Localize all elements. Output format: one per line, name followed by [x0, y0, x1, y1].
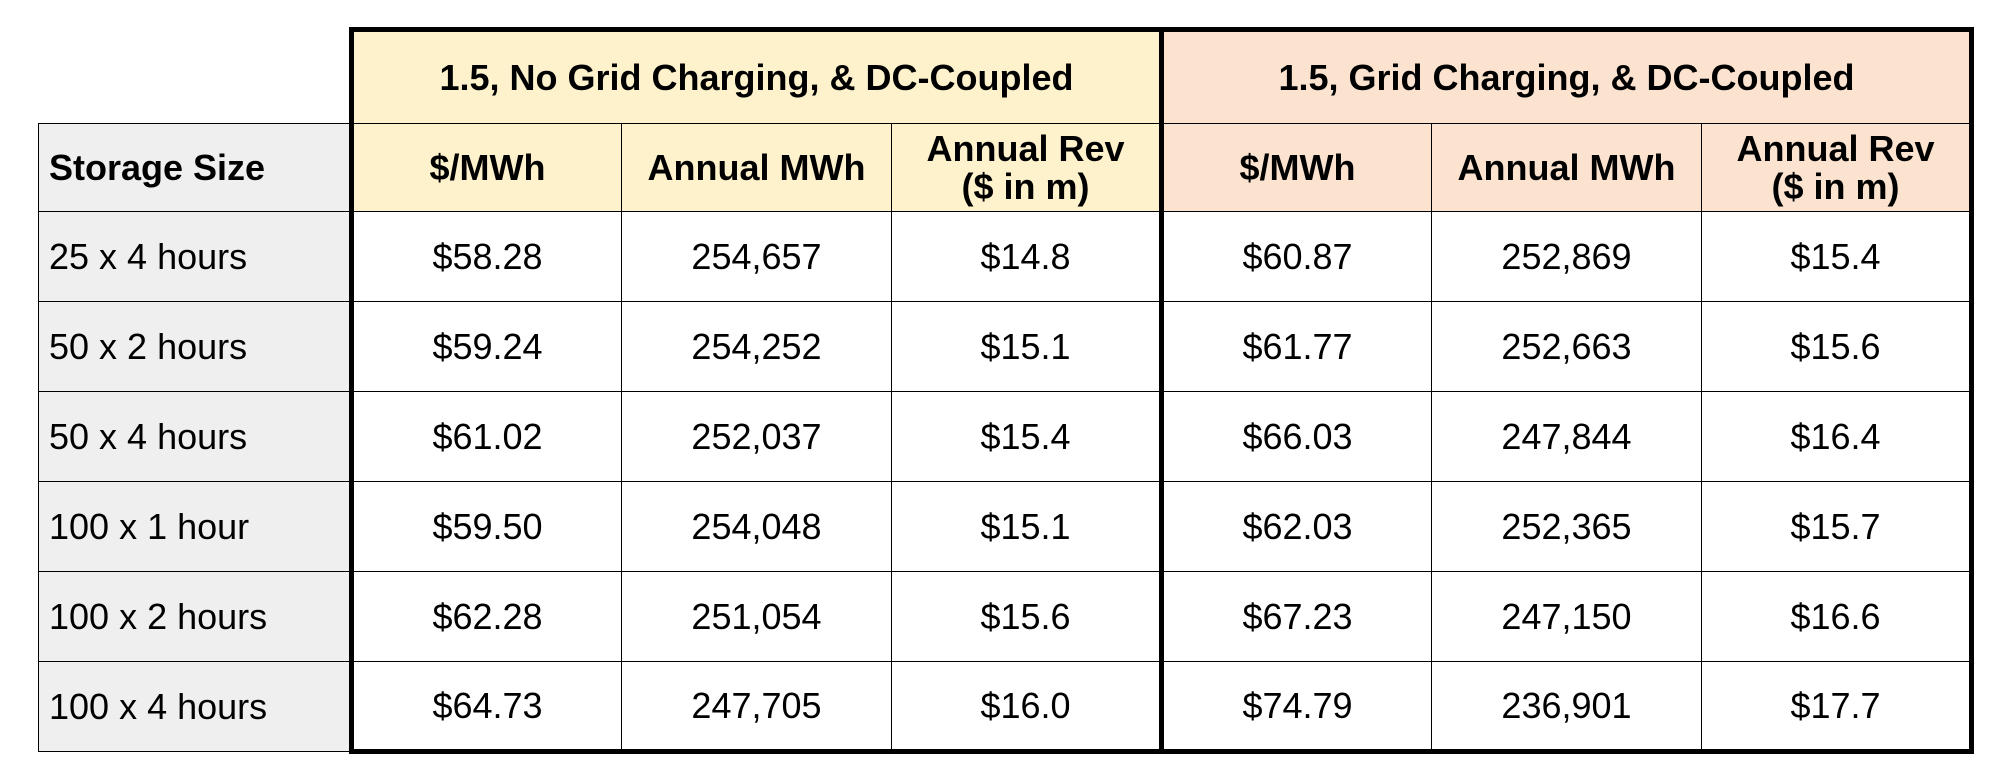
storage-size-cell: 100 x 4 hours — [38, 661, 352, 752]
price-cell: $74.79 — [1159, 661, 1432, 754]
annual-mwh-cell: 251,054 — [621, 571, 892, 662]
annual-mwh-cell: 252,037 — [621, 391, 892, 482]
column-header-price: $/MWh — [1159, 123, 1432, 212]
annual-rev-cell: $17.7 — [1701, 661, 1974, 754]
column-header-price-label: $/MWh — [1239, 146, 1356, 188]
annual-rev-cell: $16.4 — [1701, 391, 1974, 482]
column-header-annual-rev-line2: ($ in m) — [961, 165, 1090, 207]
price-cell: $59.50 — [349, 481, 622, 572]
column-header-annual-mwh: Annual MWh — [1431, 123, 1702, 212]
column-header-price-label: $/MWh — [429, 146, 546, 188]
column-header-annual-rev-line1: Annual Rev — [926, 127, 1125, 169]
column-header-row: Storage Size $/MWh Annual MWh Annual Rev… — [38, 123, 1974, 212]
column-header-annual-mwh-label: Annual MWh — [1457, 146, 1676, 188]
storage-size-cell: 50 x 2 hours — [38, 301, 352, 392]
price-cell: $61.77 — [1159, 301, 1432, 392]
annual-rev-cell: $15.4 — [891, 391, 1162, 482]
annual-mwh-cell: 247,150 — [1431, 571, 1702, 662]
price-cell: $62.03 — [1159, 481, 1432, 572]
column-header-annual-rev-line1: Annual Rev — [1736, 127, 1935, 169]
storage-comparison-table-wrapper: 1.5, No Grid Charging, & DC-Coupled 1.5,… — [38, 27, 1974, 754]
group-header-grid-charging: 1.5, Grid Charging, & DC-Coupled — [1159, 27, 1974, 124]
annual-rev-cell: $15.1 — [891, 481, 1162, 572]
annual-rev-cell: $14.8 — [891, 211, 1162, 302]
annual-mwh-cell: 254,252 — [621, 301, 892, 392]
column-header-price: $/MWh — [349, 123, 622, 212]
column-header-annual-rev: Annual Rev ($ in m) — [891, 123, 1162, 212]
group-header-no-grid-charging: 1.5, No Grid Charging, & DC-Coupled — [349, 27, 1164, 124]
column-header-annual-mwh: Annual MWh — [621, 123, 892, 212]
annual-rev-cell: $15.1 — [891, 301, 1162, 392]
table-row: 100 x 1 hour $59.50 254,048 $15.1 $62.03… — [38, 481, 1974, 572]
annual-rev-cell: $15.6 — [891, 571, 1162, 662]
price-cell: $66.03 — [1159, 391, 1432, 482]
column-header-annual-rev: Annual Rev ($ in m) — [1701, 123, 1974, 212]
column-header-annual-mwh-label: Annual MWh — [647, 146, 866, 188]
annual-mwh-cell: 252,365 — [1431, 481, 1702, 572]
annual-rev-cell: $16.0 — [891, 661, 1162, 754]
table-row: 50 x 2 hours $59.24 254,252 $15.1 $61.77… — [38, 301, 1974, 392]
price-cell: $60.87 — [1159, 211, 1432, 302]
storage-size-cell: 25 x 4 hours — [38, 211, 352, 302]
annual-mwh-cell: 254,048 — [621, 481, 892, 572]
table-row: 50 x 4 hours $61.02 252,037 $15.4 $66.03… — [38, 391, 1974, 482]
storage-size-header: Storage Size — [38, 123, 352, 212]
blank-corner-cell — [38, 29, 352, 124]
annual-rev-cell: $15.7 — [1701, 481, 1974, 572]
annual-rev-cell: $16.6 — [1701, 571, 1974, 662]
table-row: 25 x 4 hours $58.28 254,657 $14.8 $60.87… — [38, 211, 1974, 302]
price-cell: $61.02 — [349, 391, 622, 482]
group-header-row: 1.5, No Grid Charging, & DC-Coupled 1.5,… — [38, 27, 1974, 124]
annual-mwh-cell: 252,663 — [1431, 301, 1702, 392]
annual-mwh-cell: 254,657 — [621, 211, 892, 302]
table-row: 100 x 4 hours $64.73 247,705 $16.0 $74.7… — [38, 661, 1974, 754]
price-cell: $64.73 — [349, 661, 622, 754]
price-cell: $67.23 — [1159, 571, 1432, 662]
table-row: 100 x 2 hours $62.28 251,054 $15.6 $67.2… — [38, 571, 1974, 662]
column-header-annual-rev-line2: ($ in m) — [1771, 165, 1900, 207]
storage-size-cell: 50 x 4 hours — [38, 391, 352, 482]
storage-size-cell: 100 x 2 hours — [38, 571, 352, 662]
annual-mwh-cell: 236,901 — [1431, 661, 1702, 754]
annual-rev-cell: $15.4 — [1701, 211, 1974, 302]
price-cell: $58.28 — [349, 211, 622, 302]
storage-comparison-table: 1.5, No Grid Charging, & DC-Coupled 1.5,… — [38, 27, 1974, 754]
price-cell: $59.24 — [349, 301, 622, 392]
annual-mwh-cell: 252,869 — [1431, 211, 1702, 302]
annual-mwh-cell: 247,705 — [621, 661, 892, 754]
storage-size-cell: 100 x 1 hour — [38, 481, 352, 572]
price-cell: $62.28 — [349, 571, 622, 662]
annual-mwh-cell: 247,844 — [1431, 391, 1702, 482]
annual-rev-cell: $15.6 — [1701, 301, 1974, 392]
